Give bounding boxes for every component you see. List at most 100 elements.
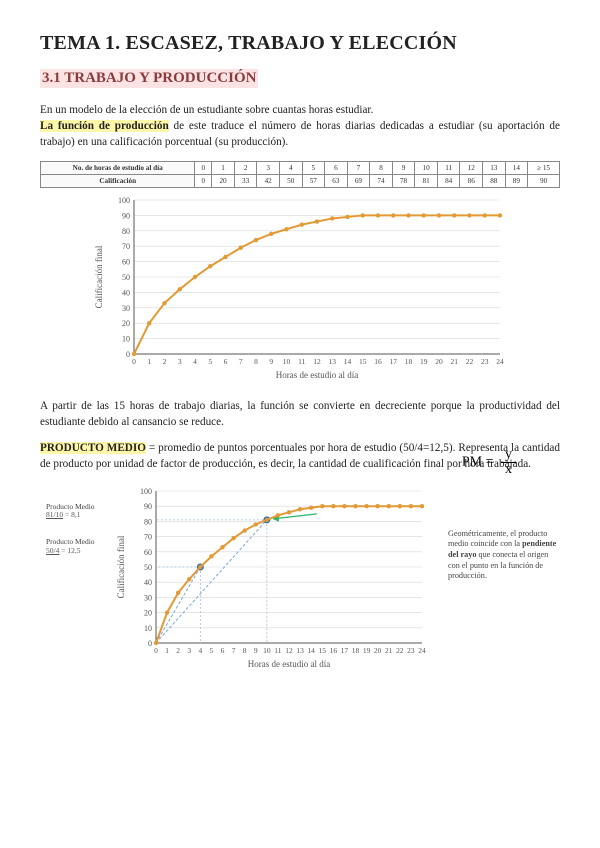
- svg-text:30: 30: [122, 304, 130, 313]
- svg-text:16: 16: [330, 646, 338, 655]
- geometric-annotation: Geométricamente, el producto medio coinc…: [448, 529, 560, 582]
- svg-text:10: 10: [283, 357, 291, 366]
- svg-text:50: 50: [122, 273, 130, 282]
- svg-text:19: 19: [420, 357, 428, 366]
- svg-text:7: 7: [232, 646, 236, 655]
- svg-text:11: 11: [298, 357, 305, 366]
- svg-text:Horas de estudio al día: Horas de estudio al día: [248, 659, 330, 669]
- svg-text:22: 22: [396, 646, 404, 655]
- svg-text:3: 3: [187, 646, 191, 655]
- svg-text:17: 17: [341, 646, 349, 655]
- svg-text:14: 14: [344, 357, 352, 366]
- page-title: TEMA 1. ESCASEZ, TRABAJO Y ELECCIÓN: [40, 32, 560, 55]
- pm-side-ratio-1: 50/4: [46, 546, 59, 555]
- svg-text:20: 20: [374, 646, 382, 655]
- svg-text:18: 18: [352, 646, 360, 655]
- svg-text:13: 13: [296, 646, 304, 655]
- svg-text:11: 11: [274, 646, 281, 655]
- svg-text:Calificación final: Calificación final: [116, 535, 126, 598]
- svg-text:10: 10: [263, 646, 271, 655]
- svg-text:23: 23: [407, 646, 415, 655]
- funcion-produccion-highlight: La función de producción: [40, 120, 169, 132]
- svg-text:18: 18: [405, 357, 413, 366]
- svg-text:15: 15: [359, 357, 367, 366]
- svg-text:80: 80: [144, 517, 152, 526]
- table-row-hours: No. de horas de estudio al día 012345678…: [41, 161, 560, 174]
- chart2-container: PM = y x Producto Medio 81/10 = 8,1 Prod…: [40, 483, 560, 683]
- svg-text:5: 5: [210, 646, 214, 655]
- svg-text:60: 60: [144, 547, 152, 556]
- svg-text:50: 50: [144, 563, 152, 572]
- svg-text:9: 9: [269, 357, 273, 366]
- formula-lhs: PM =: [462, 454, 494, 469]
- section-heading: 3.1 TRABAJO Y PRODUCCIÓN: [40, 69, 258, 88]
- svg-text:70: 70: [122, 242, 130, 251]
- svg-text:0: 0: [148, 639, 152, 648]
- svg-text:12: 12: [313, 357, 321, 366]
- svg-text:10: 10: [144, 623, 152, 632]
- svg-text:100: 100: [140, 487, 152, 496]
- table-head-grades: Calificación: [41, 174, 195, 187]
- svg-text:80: 80: [122, 227, 130, 236]
- formula-numerator: y: [501, 447, 516, 463]
- svg-text:3: 3: [178, 357, 182, 366]
- svg-text:60: 60: [122, 257, 130, 266]
- svg-text:24: 24: [418, 646, 426, 655]
- svg-text:20: 20: [435, 357, 443, 366]
- svg-text:2: 2: [163, 357, 167, 366]
- svg-text:12: 12: [285, 646, 293, 655]
- svg-text:9: 9: [254, 646, 258, 655]
- svg-text:6: 6: [224, 357, 228, 366]
- chart-production-function: 0102030405060708090100012345678910111213…: [40, 192, 560, 382]
- svg-text:Calificación final: Calificación final: [94, 245, 104, 308]
- formula-pm: PM = y x: [462, 447, 516, 478]
- svg-text:21: 21: [451, 357, 459, 366]
- svg-text:1: 1: [165, 646, 169, 655]
- svg-text:15: 15: [319, 646, 327, 655]
- intro-line1: En un modelo de la elección de un estudi…: [40, 104, 373, 116]
- svg-text:0: 0: [126, 350, 130, 359]
- pm-side-labels: Producto Medio 81/10 = 8,1 Producto Medi…: [46, 503, 95, 574]
- svg-text:30: 30: [144, 593, 152, 602]
- svg-text:20: 20: [122, 319, 130, 328]
- svg-text:23: 23: [481, 357, 489, 366]
- svg-text:20: 20: [144, 608, 152, 617]
- pm-side-ratio-0: 81/10: [46, 510, 63, 519]
- svg-text:Horas de estudio al día: Horas de estudio al día: [276, 370, 358, 380]
- paragraph-15hours: A partir de las 15 horas de trabajo diar…: [40, 398, 560, 430]
- svg-text:24: 24: [496, 357, 504, 366]
- svg-text:0: 0: [154, 646, 158, 655]
- svg-text:40: 40: [144, 578, 152, 587]
- svg-text:21: 21: [385, 646, 393, 655]
- svg-text:5: 5: [208, 357, 212, 366]
- svg-text:7: 7: [239, 357, 243, 366]
- svg-text:90: 90: [144, 502, 152, 511]
- svg-text:1: 1: [147, 357, 151, 366]
- pm-side-eq-1: = 12,5: [61, 546, 80, 555]
- svg-text:16: 16: [374, 357, 382, 366]
- svg-text:0: 0: [132, 357, 136, 366]
- svg-text:100: 100: [118, 196, 130, 205]
- svg-text:14: 14: [307, 646, 315, 655]
- svg-text:19: 19: [363, 646, 371, 655]
- svg-text:17: 17: [390, 357, 398, 366]
- svg-text:8: 8: [254, 357, 258, 366]
- intro-paragraph: En un modelo de la elección de un estudi…: [40, 102, 560, 151]
- svg-text:2: 2: [176, 646, 180, 655]
- svg-text:90: 90: [122, 211, 130, 220]
- producto-medio-highlight: PRODUCTO MEDIO: [40, 442, 146, 454]
- svg-text:10: 10: [122, 334, 130, 343]
- svg-text:4: 4: [193, 357, 197, 366]
- hours-grades-table: No. de horas de estudio al día 012345678…: [40, 161, 560, 188]
- table-head-hours: No. de horas de estudio al día: [41, 161, 195, 174]
- svg-text:8: 8: [243, 646, 247, 655]
- formula-denominator: x: [501, 462, 516, 477]
- svg-text:22: 22: [466, 357, 474, 366]
- pm-side-eq-0: = 8,1: [65, 510, 80, 519]
- svg-text:13: 13: [329, 357, 337, 366]
- svg-text:70: 70: [144, 532, 152, 541]
- svg-text:4: 4: [198, 646, 202, 655]
- table-row-grades: Calificación 020334250576369747881848688…: [41, 174, 560, 187]
- svg-text:40: 40: [122, 288, 130, 297]
- svg-text:6: 6: [221, 646, 225, 655]
